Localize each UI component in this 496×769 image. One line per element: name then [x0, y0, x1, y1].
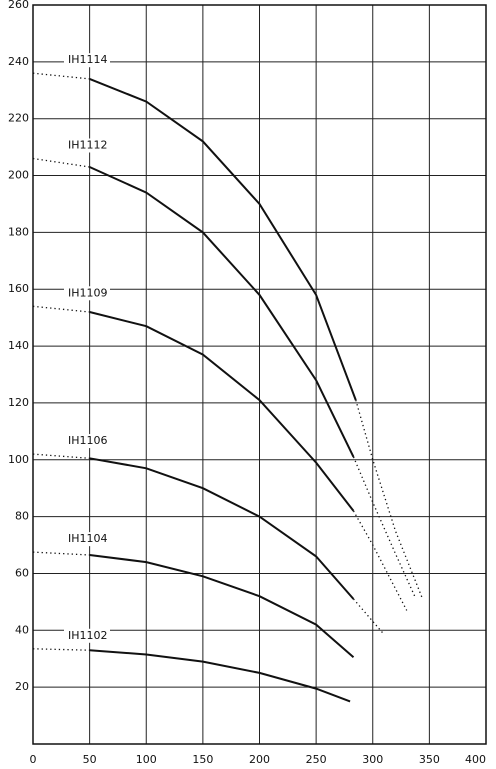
plot-frame [32, 4, 487, 745]
y-tick-label: 100 [8, 453, 29, 466]
curve-extension [355, 399, 424, 600]
y-tick-label: 160 [8, 282, 29, 295]
series-label: IH1102 [68, 629, 108, 642]
x-tick-label: 250 [306, 753, 327, 766]
curve [89, 77, 357, 401]
curve-extension [32, 157, 90, 168]
label-bg [64, 138, 110, 153]
y-tick-label: 140 [8, 339, 29, 352]
curve-extension [32, 72, 90, 80]
curve-extension [32, 453, 90, 459]
curve-extension [32, 551, 90, 556]
y-tick-label: 60 [15, 566, 29, 579]
label-bg [64, 532, 110, 547]
curve [89, 649, 351, 703]
label-bg [64, 53, 110, 68]
curve-extension [32, 648, 90, 651]
y-tick-label: 40 [15, 623, 29, 636]
label-bg [64, 286, 110, 301]
x-tick-label: 300 [362, 753, 383, 766]
y-tick-label: 20 [15, 680, 29, 693]
y-tick-label: 120 [8, 396, 29, 409]
x-tick-label: 400 [465, 753, 486, 766]
y-tick-label: 80 [15, 510, 29, 523]
curve [89, 166, 355, 458]
y-tick-label: 180 [8, 225, 29, 238]
y-tick-label: 240 [8, 55, 29, 68]
x-tick-label: 0 [30, 753, 37, 766]
y-tick-label: 260 [8, 0, 29, 11]
y-tick-label: 220 [8, 112, 29, 125]
curve [89, 457, 355, 600]
series-label: IH1112 [68, 138, 108, 151]
x-tick-label: 200 [249, 753, 270, 766]
series-label: IH1104 [68, 532, 108, 545]
series-label: IH1114 [68, 53, 108, 66]
x-tick-label: 50 [83, 753, 97, 766]
label-bg [64, 628, 110, 643]
x-tick-label: 100 [136, 753, 157, 766]
label-bg [64, 434, 110, 449]
curve-extension [352, 510, 408, 611]
curve-extension [352, 456, 416, 597]
curve-extension [32, 305, 90, 313]
series-label: IH1106 [68, 434, 108, 447]
curve [89, 554, 355, 659]
series-label: IH1109 [68, 286, 108, 299]
curve-extension [353, 598, 384, 634]
curve [89, 311, 355, 512]
y-tick-label: 200 [8, 169, 29, 182]
x-tick-label: 350 [419, 753, 440, 766]
x-tick-label: 150 [192, 753, 213, 766]
